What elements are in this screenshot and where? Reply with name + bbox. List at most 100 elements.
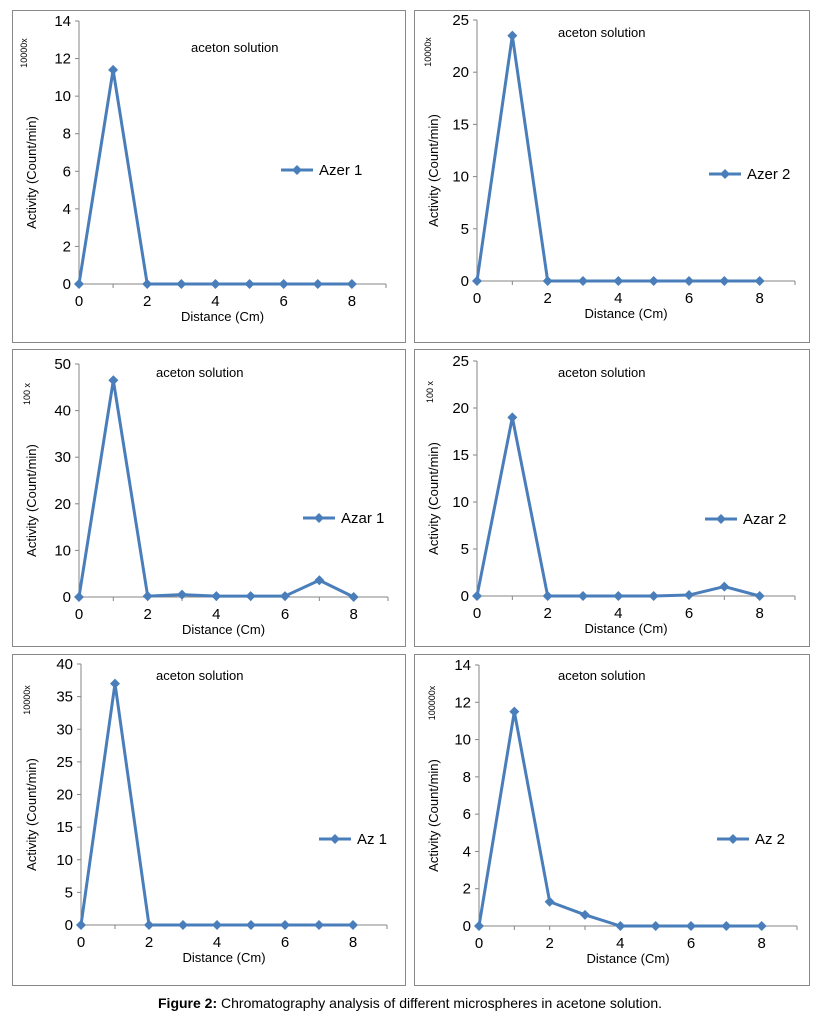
x-tick-label: 6: [281, 934, 289, 951]
data-point: [648, 276, 659, 286]
x-tick-label: 8: [348, 293, 356, 310]
y-tick-label: 5: [65, 884, 73, 901]
y-axis-title: Activity (Count/min): [426, 442, 441, 555]
data-point: [650, 921, 661, 931]
scale-factor-label: 10000x: [423, 37, 433, 67]
x-tick-label: 4: [614, 290, 622, 307]
y-tick-label: 20: [452, 400, 469, 417]
x-tick-label: 8: [349, 606, 357, 623]
y-axis-title: Activity (Count/min): [426, 759, 441, 872]
data-point: [142, 591, 153, 602]
y-tick-label: 2: [63, 238, 71, 255]
legend-label: Azer 2: [747, 166, 790, 183]
y-tick-label: 6: [463, 806, 471, 823]
data-point: [648, 591, 659, 601]
y-tick-label: 0: [463, 918, 471, 935]
series-line: [79, 682, 353, 927]
data-point: [542, 276, 553, 286]
data-point: [613, 276, 624, 286]
data-point: [348, 592, 359, 602]
legend-label: Az 2: [755, 831, 785, 848]
data-point: [615, 921, 626, 931]
x-tick-label: 6: [685, 290, 693, 307]
y-tick-label: 25: [452, 353, 469, 370]
legend-marker: [314, 513, 324, 523]
data-point: [280, 920, 290, 930]
data-point: [314, 575, 325, 586]
scale-factor-label: 100000x: [427, 685, 437, 720]
chart-title: aceton solution: [191, 40, 278, 55]
scale-factor-label: 100 x: [22, 382, 32, 405]
scale-factor-label: 10000x: [22, 685, 32, 715]
legend-label: Az 1: [357, 831, 387, 848]
data-point: [210, 279, 221, 289]
y-tick-label: 12: [454, 694, 471, 711]
data-point: [721, 921, 732, 931]
y-tick-label: 40: [54, 403, 71, 420]
y-tick-label: 25: [56, 754, 73, 771]
chart-svg: 0 2 4 6 8 10 12 14 0 2 4 6 8 Distance (Cm) Activity (C…: [19, 13, 387, 324]
x-tick-label: 6: [279, 293, 287, 310]
y-tick-label: 15: [56, 819, 73, 836]
y-tick-label: 10: [452, 169, 469, 186]
x-axis-title: Distance (Cm): [182, 622, 265, 637]
y-tick-label: 6: [63, 163, 71, 180]
x-tick-label: 6: [687, 935, 695, 952]
data-point: [507, 30, 518, 41]
x-tick-label: 2: [543, 290, 551, 307]
data-point: [472, 591, 482, 601]
y-tick-label: 0: [461, 273, 469, 290]
data-point: [542, 591, 553, 601]
chart-panel-azar1: 0 10 20 30 40 50 0 2 4 6 8 Distance (Cm) Activity (C…: [12, 349, 406, 647]
data-point: [144, 920, 154, 930]
chart-panel-azer2: 0 5 10 15 20 25 0 2 4 6 8 Distance (Cm) Activity (Co…: [414, 10, 810, 343]
data-point: [686, 921, 696, 931]
chart-panel-az2: 0 2 4 6 8 10 12 14 0 2 4 6 8 Distance (Cm) Activity (C…: [414, 654, 810, 986]
data-point: [578, 591, 588, 601]
data-point: [178, 920, 188, 930]
data-point: [472, 276, 482, 286]
data-point: [245, 591, 256, 602]
x-tick-label: 8: [757, 935, 765, 952]
x-tick-label: 2: [143, 606, 151, 623]
x-tick-label: 0: [75, 293, 83, 310]
scale-factor-label: 100 x: [425, 380, 435, 403]
x-tick-label: 0: [75, 606, 83, 623]
x-tick-label: 4: [211, 293, 219, 310]
data-point: [684, 276, 694, 286]
y-tick-label: 25: [452, 12, 469, 29]
y-axis-title: Activity (Count/min): [24, 116, 39, 229]
y-tick-label: 20: [452, 64, 469, 81]
chart-panel-azer1: 0 2 4 6 8 10 12 14 0 2 4 6 8 Distance (Cm) Activity (C…: [12, 10, 406, 343]
x-tick-label: 2: [143, 293, 151, 310]
chart-svg: 0 10 20 30 40 50 0 2 4 6 8 Distance (Cm) Activity (C…: [22, 356, 389, 637]
y-tick-label: 14: [54, 13, 71, 30]
data-point: [312, 279, 323, 289]
x-tick-label: 2: [543, 605, 551, 622]
x-axis-title: Distance (Cm): [586, 951, 669, 966]
data-point: [509, 706, 520, 717]
figure-caption-text: Chromatography analysis of different mic…: [217, 995, 662, 1011]
y-axis-title: Activity (Count/min): [426, 114, 441, 227]
data-point: [108, 64, 119, 75]
y-tick-label: 40: [56, 656, 73, 673]
data-point: [544, 896, 555, 907]
y-tick-label: 4: [463, 843, 471, 860]
x-tick-label: 6: [685, 605, 693, 622]
data-point: [613, 591, 624, 601]
series-line: [77, 378, 355, 599]
chart-svg: 0 5 10 15 20 25 0 2 4 6 8 Distance (Cm) Activity (Co…: [423, 12, 796, 321]
chart-panel-az1: 0 5 10 15 20 25 30 35 40 0 2 4 6 8 Distance (Cm) Activi…: [12, 654, 406, 986]
chart-title: aceton solution: [558, 365, 645, 380]
legend-label: Azar 2: [743, 511, 786, 528]
data-point: [754, 276, 765, 286]
y-tick-label: 5: [461, 221, 469, 238]
y-tick-label: 30: [54, 449, 71, 466]
data-point: [211, 591, 222, 602]
data-point: [212, 920, 222, 930]
y-tick-label: 35: [56, 689, 73, 706]
y-tick-label: 0: [65, 917, 73, 934]
data-point: [756, 921, 767, 931]
y-tick-label: 15: [452, 447, 469, 464]
x-tick-label: 2: [545, 935, 553, 952]
